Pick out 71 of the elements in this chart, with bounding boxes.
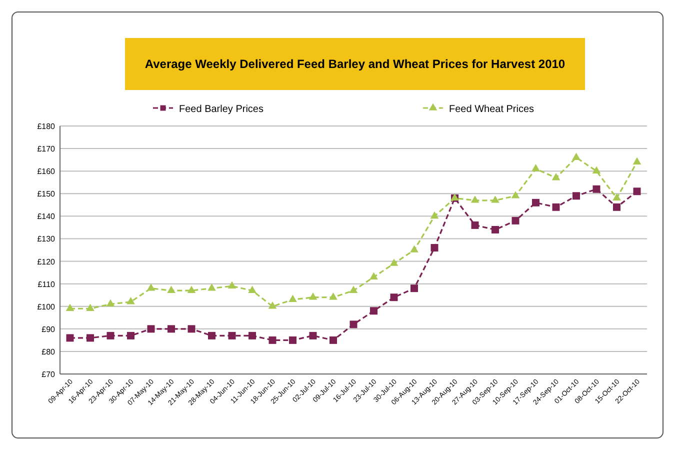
point	[430, 211, 439, 219]
point	[552, 173, 560, 180]
point	[208, 284, 216, 291]
y-tick-label: £130	[37, 234, 56, 244]
point	[370, 307, 378, 315]
point	[492, 226, 499, 234]
legend-label: Feed Barley Prices	[179, 104, 264, 115]
y-tick-label: £100	[37, 302, 56, 312]
point	[410, 245, 418, 252]
point	[410, 284, 418, 292]
point	[248, 332, 256, 340]
y-tick-label: £80	[42, 347, 56, 356]
legend-label: Feed Wheat Prices	[449, 104, 534, 115]
y-tick-label: £150	[37, 190, 56, 199]
point	[188, 325, 196, 333]
point	[147, 325, 155, 333]
point	[592, 166, 601, 174]
point	[268, 302, 277, 309]
point	[126, 297, 135, 304]
point	[430, 244, 438, 252]
point	[208, 332, 216, 340]
point	[146, 284, 156, 291]
point	[308, 292, 318, 300]
point	[633, 188, 641, 196]
point	[66, 304, 74, 312]
point	[168, 325, 175, 333]
point	[349, 286, 358, 293]
point	[66, 334, 74, 342]
point	[329, 292, 338, 300]
y-tick-label: £160	[37, 167, 56, 176]
point	[248, 286, 256, 293]
point	[350, 320, 358, 328]
point	[612, 193, 621, 201]
point	[390, 258, 398, 266]
point	[228, 332, 236, 340]
point	[228, 281, 236, 288]
y-tick-label: £180	[37, 122, 56, 131]
point	[106, 299, 115, 307]
point	[289, 336, 296, 344]
point	[470, 196, 480, 203]
point	[390, 294, 398, 302]
point	[632, 157, 642, 164]
y-tick-label: £120	[37, 257, 56, 266]
point	[268, 336, 276, 344]
point	[532, 164, 540, 172]
point	[511, 191, 520, 198]
point	[330, 336, 337, 344]
y-tick-label: £170	[37, 144, 56, 154]
y-tick-label: £110	[38, 280, 56, 289]
point	[86, 334, 94, 342]
y-tick-label: £70	[42, 370, 56, 379]
point	[370, 272, 378, 280]
point	[167, 286, 176, 293]
point	[187, 286, 196, 293]
point	[471, 221, 479, 229]
y-tick-label: £140	[37, 212, 56, 222]
y-tick-label: £90	[42, 324, 56, 334]
point	[532, 198, 540, 206]
point	[127, 332, 134, 340]
point	[309, 332, 317, 340]
point	[491, 196, 500, 203]
point	[572, 152, 580, 160]
point	[613, 203, 620, 211]
point	[288, 294, 297, 302]
point	[86, 304, 94, 312]
point	[106, 332, 114, 340]
chart-title: Average Weekly Delivered Feed Barley and Wheat Prices for Harvest 2010	[144, 57, 566, 71]
point	[512, 216, 520, 224]
point	[552, 203, 560, 211]
point	[592, 185, 600, 193]
point	[572, 192, 580, 200]
